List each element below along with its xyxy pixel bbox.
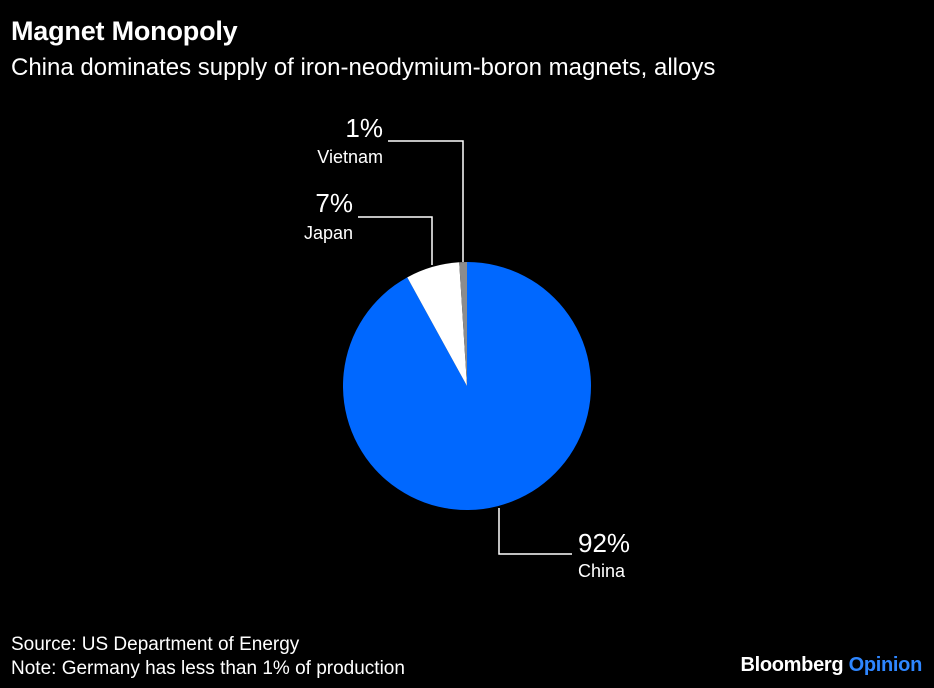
category-label-japan: Japan [304, 223, 353, 243]
value-label-japan: 7% [315, 188, 353, 218]
value-label-china: 92% [578, 528, 630, 558]
leader-line-china [498, 508, 572, 555]
category-label-vietnam: Vietnam [317, 147, 383, 167]
leader-line-vietnam [388, 140, 464, 262]
value-label-vietnam: 1% [345, 113, 383, 143]
chart-title: Magnet Monopoly [11, 16, 238, 46]
pie-slice-china [343, 262, 592, 510]
source-note: Source: US Department of Energy [11, 634, 300, 655]
footnote: Note: Germany has less than 1% of produc… [11, 658, 405, 679]
leader-line-japan [358, 216, 433, 265]
chart-subtitle: China dominates supply of iron-neodymium… [11, 54, 716, 81]
bloomberg-opinion-logo: Bloomberg Opinion [740, 654, 922, 677]
logo-brand: Bloomberg [740, 654, 844, 676]
pie-slice-vietnam [459, 261, 467, 386]
category-label-china: China [578, 561, 626, 581]
logo-product: Opinion [848, 654, 923, 676]
pie-slice-japan [407, 262, 467, 386]
